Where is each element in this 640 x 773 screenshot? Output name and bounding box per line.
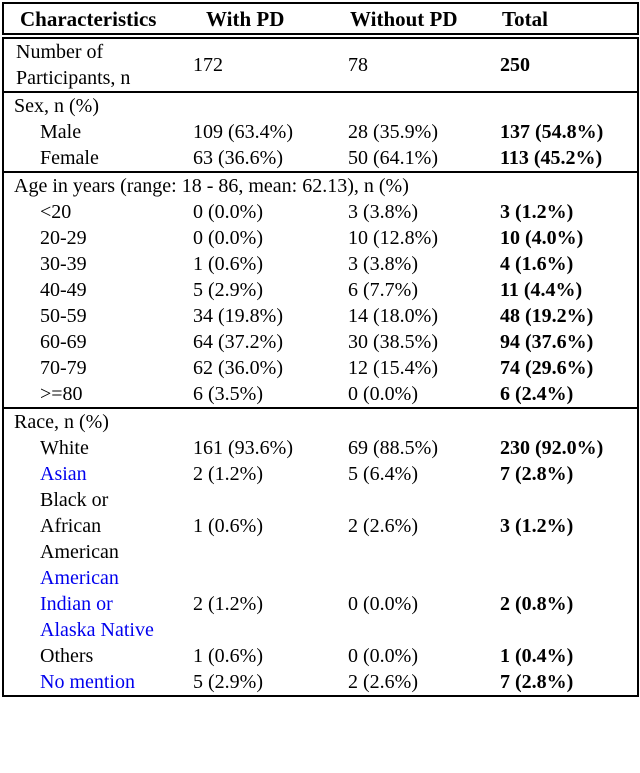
- total-value: 4 (1.6%): [500, 253, 574, 275]
- table-row: Others 1 (0.6%) 0 (0.0%) 1 (0.4%): [3, 643, 638, 669]
- table-row: 40-49 5 (2.9%) 6 (7.7%) 11 (4.4%): [3, 277, 638, 303]
- without-pd-value: 0 (0.0%): [348, 593, 418, 615]
- with-pd-value: 64 (37.2%): [193, 331, 283, 353]
- header-row: Characteristics With PD Without PD Total: [3, 3, 638, 39]
- with-pd-value: 0 (0.0%): [193, 227, 263, 249]
- row-label: 20-29: [40, 227, 87, 249]
- with-pd-value: 6 (3.5%): [193, 383, 263, 405]
- with-pd-value: 1 (0.6%): [193, 645, 263, 667]
- without-pd-value: 50 (64.1%): [348, 147, 438, 169]
- section-row: Race, n (%): [3, 407, 638, 435]
- col-header-with-pd: With PD: [193, 3, 348, 39]
- row-label: Female: [40, 147, 99, 169]
- total-value: 74 (29.6%): [500, 357, 594, 379]
- without-pd-value: 3 (3.8%): [348, 201, 418, 223]
- without-pd-value: 10 (12.8%): [348, 227, 438, 249]
- without-pd-value: 14 (18.0%): [348, 305, 438, 327]
- section-header: Age in years (range: 18 - 86, mean: 62.1…: [3, 171, 638, 199]
- total-value: 2 (0.8%): [500, 593, 574, 615]
- table-row: 20-29 0 (0.0%) 10 (12.8%) 10 (4.0%): [3, 225, 638, 251]
- total-value: 94 (37.6%): [500, 331, 594, 353]
- with-pd-value: 109 (63.4%): [193, 121, 293, 143]
- row-label: Black or African American: [40, 489, 119, 563]
- row-label: No mention: [40, 671, 135, 693]
- total-value: 7 (2.8%): [500, 671, 574, 693]
- without-pd-value: 0 (0.0%): [348, 383, 418, 405]
- table-row: Number of Participants, n 172 78 250: [3, 36, 638, 92]
- table-row: 30-39 1 (0.6%) 3 (3.8%) 4 (1.6%): [3, 251, 638, 277]
- total-value: 10 (4.0%): [500, 227, 584, 249]
- row-label: >=80: [40, 383, 83, 405]
- total-value: 3 (1.2%): [500, 201, 574, 223]
- row-label: Male: [40, 121, 82, 143]
- without-pd-value: 12 (15.4%): [348, 357, 438, 379]
- total-value: 137 (54.8%): [500, 121, 604, 143]
- total-value: 7 (2.8%): [500, 463, 574, 485]
- with-pd-value: 161 (93.6%): [193, 437, 293, 459]
- row-label: <20: [40, 201, 72, 223]
- row-label: White: [40, 437, 89, 459]
- total-value: 1 (0.4%): [500, 645, 574, 667]
- with-pd-value: 172: [193, 54, 223, 76]
- col-header-total: Total: [500, 3, 638, 39]
- participant-characteristics-table: Characteristics With PD Without PD Total…: [2, 2, 639, 697]
- without-pd-value: 0 (0.0%): [348, 645, 418, 667]
- without-pd-value: 28 (35.9%): [348, 121, 438, 143]
- with-pd-value: 62 (36.0%): [193, 357, 283, 379]
- row-label: 40-49: [40, 279, 87, 301]
- row-label: American Indian or Alaska Native: [40, 567, 154, 641]
- with-pd-value: 34 (19.8%): [193, 305, 283, 327]
- row-label: 50-59: [40, 305, 87, 327]
- row-label: Asian: [40, 463, 87, 485]
- without-pd-value: 6 (7.7%): [348, 279, 418, 301]
- with-pd-value: 5 (2.9%): [193, 279, 263, 301]
- with-pd-value: 0 (0.0%): [193, 201, 263, 223]
- with-pd-value: 1 (0.6%): [193, 515, 263, 537]
- without-pd-value: 78: [348, 54, 368, 76]
- section-row: Age in years (range: 18 - 86, mean: 62.1…: [3, 171, 638, 199]
- without-pd-value: 3 (3.8%): [348, 253, 418, 275]
- total-value: 230 (92.0%): [500, 437, 604, 459]
- row-label: Number of Participants, n: [16, 41, 131, 89]
- with-pd-value: 1 (0.6%): [193, 253, 263, 275]
- with-pd-value: 5 (2.9%): [193, 671, 263, 693]
- without-pd-value: 5 (6.4%): [348, 463, 418, 485]
- section-row: Sex, n (%): [3, 91, 638, 119]
- table-row: American Indian or Alaska Native 2 (1.2%)…: [3, 565, 638, 643]
- table-row: Female 63 (36.6%) 50 (64.1%) 113 (45.2%): [3, 145, 638, 172]
- table-row: Male 109 (63.4%) 28 (35.9%) 137 (54.8%): [3, 119, 638, 145]
- table-row: Black or African American 1 (0.6%) 2 (2.6%…: [3, 487, 638, 565]
- total-value: 113 (45.2%): [500, 147, 603, 169]
- without-pd-value: 69 (88.5%): [348, 437, 438, 459]
- table-row: Asian 2 (1.2%) 5 (6.4%) 7 (2.8%): [3, 461, 638, 487]
- table-body: Number of Participants, n 172 78 250 Sex, n …: [3, 36, 638, 696]
- section-header: Sex, n (%): [3, 91, 638, 119]
- row-label: 60-69: [40, 331, 87, 353]
- table-row: 50-59 34 (19.8%) 14 (18.0%) 48 (19.2%): [3, 303, 638, 329]
- without-pd-value: 30 (38.5%): [348, 331, 438, 353]
- with-pd-value: 2 (1.2%): [193, 463, 263, 485]
- table-row: >=80 6 (3.5%) 0 (0.0%) 6 (2.4%): [3, 381, 638, 408]
- col-header-without-pd: Without PD: [348, 3, 500, 39]
- table-row: No mention 5 (2.9%) 2 (2.6%) 7 (2.8%): [3, 669, 638, 696]
- table-row: <20 0 (0.0%) 3 (3.8%) 3 (1.2%): [3, 199, 638, 225]
- table-header: Characteristics With PD Without PD Total: [3, 3, 638, 39]
- total-value: 250: [500, 54, 530, 76]
- row-label: Others: [40, 645, 94, 667]
- row-label: 30-39: [40, 253, 87, 275]
- table-row: 70-79 62 (36.0%) 12 (15.4%) 74 (29.6%): [3, 355, 638, 381]
- table-row: White 161 (93.6%) 69 (88.5%) 230 (92.0%): [3, 435, 638, 461]
- row-label: 70-79: [40, 357, 87, 379]
- with-pd-value: 2 (1.2%): [193, 593, 263, 615]
- without-pd-value: 2 (2.6%): [348, 515, 418, 537]
- with-pd-value: 63 (36.6%): [193, 147, 283, 169]
- total-value: 11 (4.4%): [500, 279, 583, 301]
- section-header: Race, n (%): [3, 407, 638, 435]
- table-row: 60-69 64 (37.2%) 30 (38.5%) 94 (37.6%): [3, 329, 638, 355]
- total-value: 48 (19.2%): [500, 305, 594, 327]
- without-pd-value: 2 (2.6%): [348, 671, 418, 693]
- total-value: 3 (1.2%): [500, 515, 574, 537]
- col-header-characteristics: Characteristics: [3, 3, 193, 39]
- total-value: 6 (2.4%): [500, 383, 574, 405]
